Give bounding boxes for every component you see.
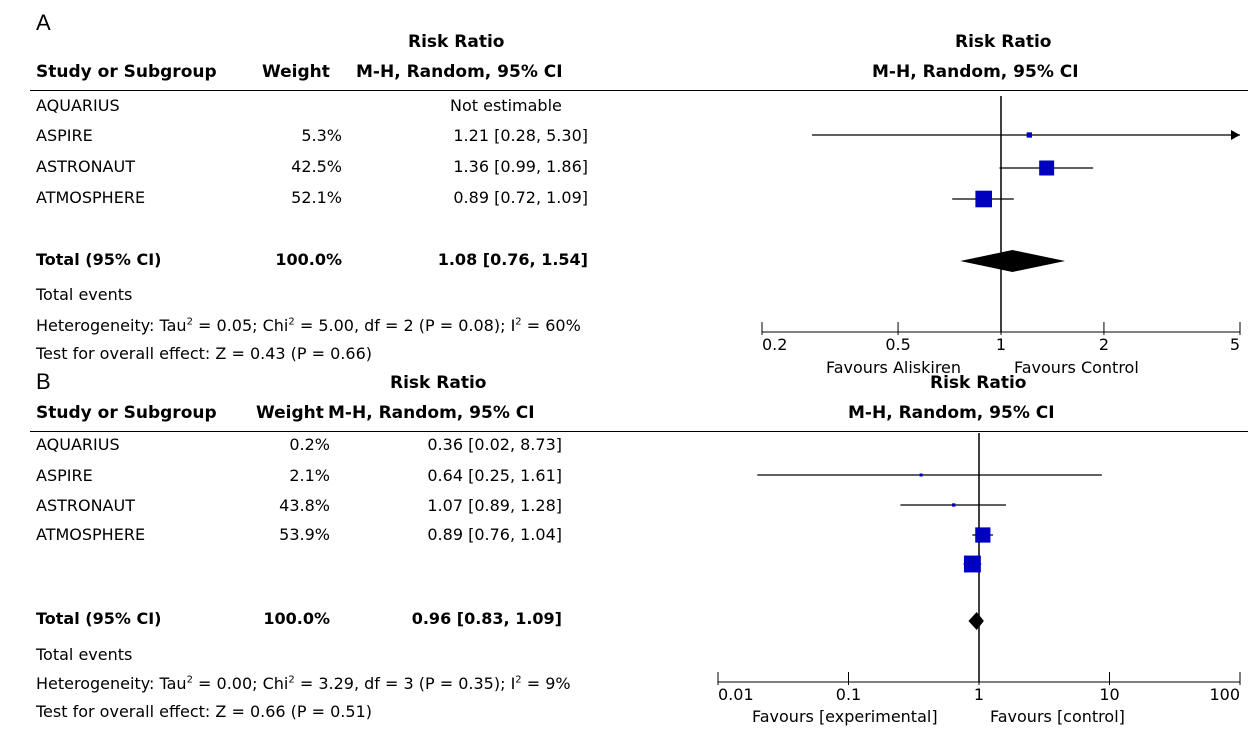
effect-square: [975, 527, 991, 543]
study-ci-text: 0.64 [0.25, 1.61]: [427, 466, 562, 485]
study-weight: 42.5%: [291, 157, 342, 176]
header-rule: [30, 90, 1248, 91]
weight-column-header: Weight: [256, 403, 324, 423]
study-weight: 53.9%: [279, 525, 330, 544]
effect-square: [975, 190, 992, 208]
x-tick-label: 2: [1099, 335, 1109, 354]
x-tick-label: 5: [1230, 335, 1240, 354]
forest-plot-panel-b: B Risk Ratio Study or Subgroup Weight M-…: [0, 369, 1250, 738]
study-column-header: Study or Subgroup: [36, 62, 217, 82]
study-name: ATMOSPHERE: [36, 188, 146, 207]
heterogeneity-text: Heterogeneity: Tau2 = 0.05; Chi2 = 5.00,…: [36, 316, 581, 335]
total-weight: 100.0%: [263, 609, 330, 628]
forest-plot-graphic: 0.2 0.5 1 2 5: [761, 96, 1241, 354]
forest-plot-panel-a: A Risk Ratio Study or Subgroup Weight M-…: [30, 10, 1248, 377]
study-ci-text: 0.89 [0.76, 1.04]: [427, 525, 562, 544]
effect-square: [919, 473, 923, 477]
overall-effect-text: Test for overall effect: Z = 0.66 (P = 0…: [36, 702, 372, 721]
study-weight: 5.3%: [301, 126, 342, 145]
x-tick-label: 0.2: [762, 335, 787, 354]
x-tick-label: 100: [1209, 685, 1240, 704]
panel-label: A: [36, 10, 51, 35]
study-ci-text: 1.36 [0.99, 1.86]: [453, 157, 588, 176]
weight-column-header: Weight: [262, 62, 330, 82]
x-tick-label: 1: [996, 335, 1006, 354]
total-ci-text: 1.08 [0.76, 1.54]: [437, 250, 588, 269]
plot-header-top: Risk Ratio: [955, 32, 1052, 52]
header-rule: [30, 431, 1248, 432]
effect-square: [1026, 132, 1032, 138]
plot-header-top: Risk Ratio: [930, 373, 1027, 393]
x-tick-label: 0.01: [718, 685, 754, 704]
ci-arrow: [1231, 130, 1240, 140]
total-label: Total (95% CI): [36, 609, 162, 628]
total-events-label: Total events: [36, 285, 133, 304]
study-name: ASPIRE: [36, 466, 93, 485]
favours-left-label: Favours Aliskiren: [826, 358, 962, 377]
study-name: AQUARIUS: [36, 435, 120, 454]
effect-header-top: Risk Ratio: [408, 32, 505, 52]
study-ci-text: Not estimable: [450, 96, 562, 115]
heterogeneity-text: Heterogeneity: Tau2 = 0.00; Chi2 = 3.29,…: [36, 674, 571, 693]
forest-plot-graphic: 0.01 0.1 1 10 100: [717, 433, 1241, 704]
total-weight: 100.0%: [275, 250, 342, 269]
total-label: Total (95% CI): [36, 250, 162, 269]
study-weight: 2.1%: [289, 466, 330, 485]
study-name: AQUARIUS: [36, 96, 120, 115]
study-ci-text: 1.07 [0.89, 1.28]: [427, 496, 562, 515]
effect-square: [1039, 160, 1055, 176]
study-name: ATMOSPHERE: [36, 525, 146, 544]
favours-left-label: Favours [experimental]: [752, 707, 938, 726]
study-column-header: Study or Subgroup: [36, 403, 217, 423]
effect-square: [952, 503, 956, 507]
effect-square: [963, 555, 981, 573]
favours-right-label: Favours [control]: [990, 707, 1125, 726]
pooled-diamond: [968, 612, 984, 630]
pooled-diamond: [960, 250, 1066, 272]
x-tick-label: 10: [1099, 685, 1119, 704]
study-weight: 0.2%: [289, 435, 330, 454]
study-weight: 52.1%: [291, 188, 342, 207]
total-events-label: Total events: [36, 645, 133, 664]
study-name: ASTRONAUT: [36, 157, 135, 176]
plot-header-bottom: M-H, Random, 95% CI: [848, 403, 1055, 423]
x-tick-label: 0.1: [836, 685, 861, 704]
plot-header-bottom: M-H, Random, 95% CI: [872, 62, 1079, 82]
study-ci-text: 0.89 [0.72, 1.09]: [453, 188, 588, 207]
study-ci-text: 1.21 [0.28, 5.30]: [453, 126, 588, 145]
total-ci-text: 0.96 [0.83, 1.09]: [411, 609, 562, 628]
favours-right-label: Favours Control: [1014, 358, 1139, 377]
x-tick-label: 0.5: [885, 335, 910, 354]
overall-effect-text: Test for overall effect: Z = 0.43 (P = 0…: [36, 344, 372, 363]
effect-header-top: Risk Ratio: [390, 373, 487, 393]
effect-header-bottom: M-H, Random, 95% CI: [356, 62, 563, 82]
effect-header-bottom: M-H, Random, 95% CI: [328, 403, 535, 423]
study-name: ASPIRE: [36, 126, 93, 145]
panel-label: B: [36, 369, 51, 394]
study-name: ASTRONAUT: [36, 496, 135, 515]
x-tick-label: 1: [974, 685, 984, 704]
study-weight: 43.8%: [279, 496, 330, 515]
study-ci-text: 0.36 [0.02, 8.73]: [427, 435, 562, 454]
